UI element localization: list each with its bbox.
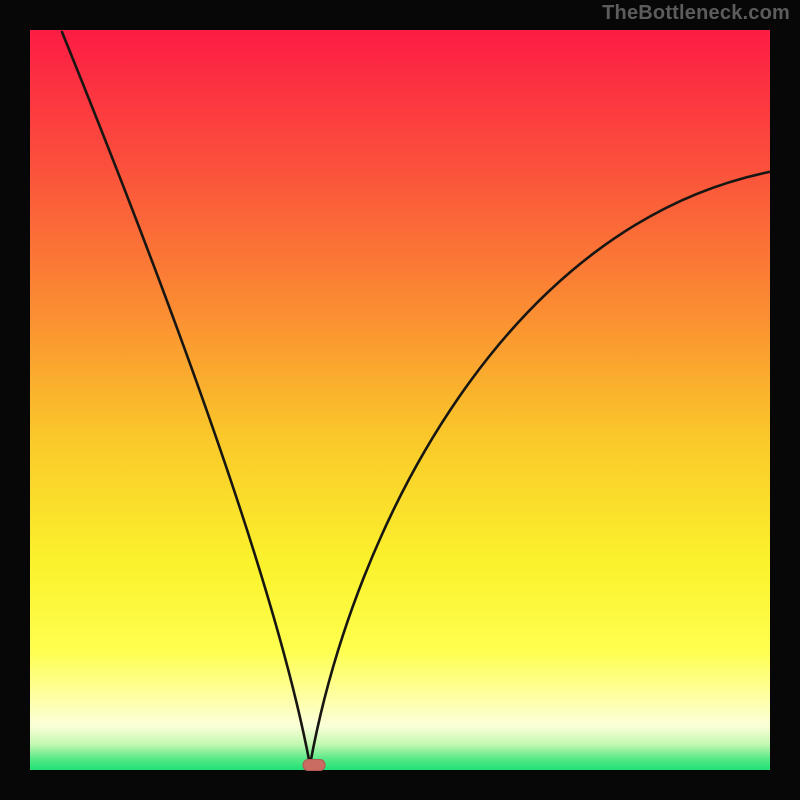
watermark-text: TheBottleneck.com [602,2,790,25]
optimal-point-marker [303,760,325,771]
plot-background [30,30,770,770]
chart-container: TheBottleneck.com [0,0,800,800]
chart-svg [0,0,800,800]
